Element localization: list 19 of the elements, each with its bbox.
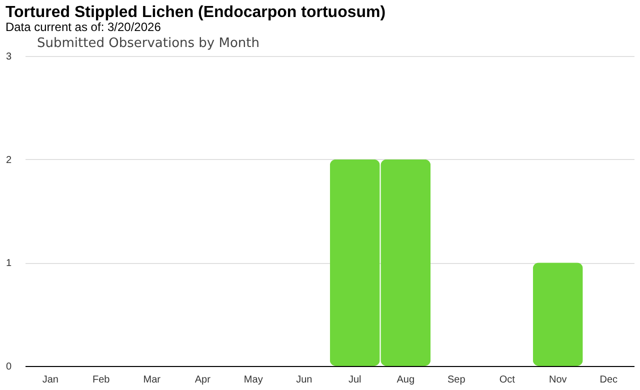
text: Submitted Observations by Month xyxy=(37,36,260,51)
x-tick-label: May xyxy=(244,374,263,386)
x-tick-label: Dec xyxy=(600,374,618,386)
y-tick-label: 2 xyxy=(6,154,12,166)
chart-subtitle: Data current as of: 3/20/2026 xyxy=(5,20,162,34)
y-tick-label: 3 xyxy=(6,52,12,62)
x-tick-label: Aug xyxy=(396,374,415,386)
y-tick-label: 0 xyxy=(6,362,12,372)
x-tick-label: Feb xyxy=(92,374,110,386)
x-tick-label: Oct xyxy=(499,374,516,386)
x-tick-label: Jan xyxy=(42,374,58,386)
x-tick-label: Sep xyxy=(447,374,466,386)
x-tick-label: Mar xyxy=(143,374,162,386)
x-tick-label: Nov xyxy=(548,374,567,386)
x-tick-label: Jul xyxy=(348,374,362,386)
x-tick-label: Apr xyxy=(194,374,212,386)
chart-title: Tortured Stippled Lichen (Endocarpon tortuosum) xyxy=(5,4,386,21)
x-tick-label: Jun xyxy=(296,374,312,386)
y-tick-label: 1 xyxy=(6,258,12,270)
